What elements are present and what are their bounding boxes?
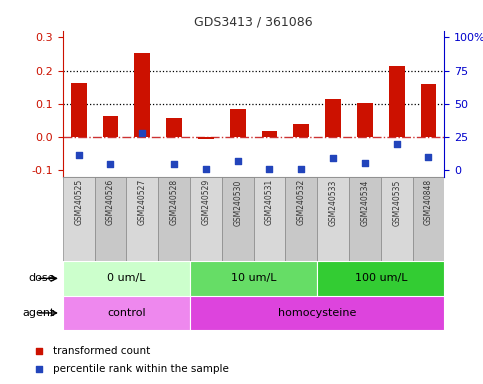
Text: GSM240526: GSM240526 xyxy=(106,179,115,225)
Point xyxy=(425,154,432,160)
Bar xyxy=(190,177,222,261)
Text: GSM240533: GSM240533 xyxy=(328,179,338,225)
Point xyxy=(393,141,400,147)
Title: GDS3413 / 361086: GDS3413 / 361086 xyxy=(194,15,313,28)
Text: GSM240530: GSM240530 xyxy=(233,179,242,225)
Bar xyxy=(158,177,190,261)
Bar xyxy=(102,116,118,137)
Bar xyxy=(95,177,127,261)
Bar xyxy=(63,261,190,296)
Bar xyxy=(325,99,341,137)
Text: transformed count: transformed count xyxy=(53,346,150,356)
Bar xyxy=(254,177,285,261)
Text: 10 um/L: 10 um/L xyxy=(231,273,276,283)
Bar xyxy=(222,177,254,261)
Text: GSM240535: GSM240535 xyxy=(392,179,401,225)
Bar xyxy=(389,66,405,137)
Bar xyxy=(261,131,277,137)
Text: GSM240848: GSM240848 xyxy=(424,179,433,225)
Point xyxy=(139,130,146,136)
Text: 100 um/L: 100 um/L xyxy=(355,273,407,283)
Bar xyxy=(381,177,412,261)
Bar xyxy=(71,83,86,137)
Bar xyxy=(63,177,95,261)
Bar xyxy=(317,177,349,261)
Bar xyxy=(134,53,150,137)
Text: agent: agent xyxy=(23,308,55,318)
Point xyxy=(107,161,114,167)
Point xyxy=(298,166,305,172)
Bar xyxy=(349,177,381,261)
Text: GSM240527: GSM240527 xyxy=(138,179,147,225)
Text: GSM240532: GSM240532 xyxy=(297,179,306,225)
Bar xyxy=(230,109,246,137)
Point xyxy=(266,166,273,172)
Bar xyxy=(293,124,309,137)
Bar xyxy=(285,177,317,261)
Point xyxy=(361,160,369,166)
Point xyxy=(202,166,210,172)
Text: GSM240534: GSM240534 xyxy=(360,179,369,225)
Text: 0 um/L: 0 um/L xyxy=(107,273,146,283)
Text: dose: dose xyxy=(28,273,55,283)
Bar xyxy=(412,177,444,261)
Text: GSM240528: GSM240528 xyxy=(170,179,179,225)
Text: GSM240531: GSM240531 xyxy=(265,179,274,225)
Bar xyxy=(317,261,444,296)
Text: GSM240529: GSM240529 xyxy=(201,179,211,225)
Bar xyxy=(190,261,317,296)
Bar xyxy=(198,137,214,139)
Text: control: control xyxy=(107,308,146,318)
Text: homocysteine: homocysteine xyxy=(278,308,356,318)
Point xyxy=(75,152,83,158)
Point xyxy=(329,155,337,161)
Point xyxy=(234,158,242,164)
Text: GSM240525: GSM240525 xyxy=(74,179,83,225)
Bar xyxy=(190,296,444,330)
Bar xyxy=(127,177,158,261)
Bar xyxy=(63,296,190,330)
Bar xyxy=(421,84,437,137)
Text: percentile rank within the sample: percentile rank within the sample xyxy=(53,364,229,374)
Bar xyxy=(357,103,373,137)
Point xyxy=(170,161,178,167)
Bar xyxy=(166,118,182,137)
